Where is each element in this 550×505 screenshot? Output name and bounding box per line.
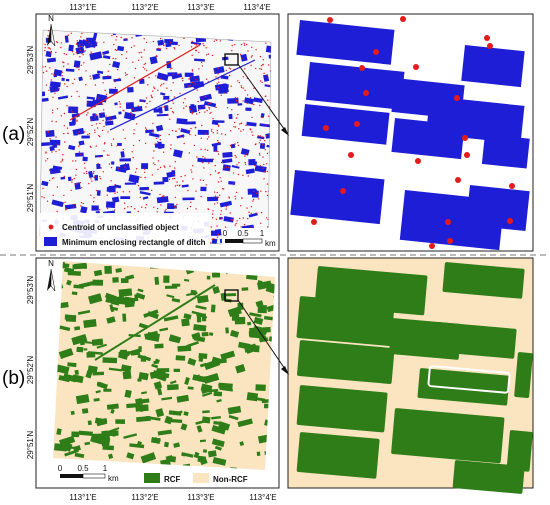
svg-text:1: 1: [260, 229, 265, 238]
rcf-legend-icon: [144, 473, 160, 483]
north-arrow-a-icon: N: [47, 14, 56, 47]
ditch-legend-icon: [44, 237, 57, 246]
coord-left-a-1: 29°53'N: [26, 46, 35, 75]
svg-text:0.5: 0.5: [237, 229, 249, 238]
panel-b: (b) 29°53'N 29°52'N 29°51'N 113°1'E 113°…: [2, 257, 534, 502]
coord-bottom-b-2: 113°2'E: [131, 493, 158, 502]
panel-b-label: (b): [2, 368, 25, 389]
coord-top-a-2: 113°2'E: [131, 3, 158, 12]
legend-non-rcf-label: Non-RCF: [213, 475, 248, 484]
detail-map-b: [287, 257, 534, 494]
coord-bottom-b-4: 113°4'E: [249, 493, 276, 502]
rcf-layer: [54, 261, 275, 470]
svg-text:N: N: [48, 259, 54, 268]
coord-top-a-1: 113°1'E: [69, 3, 96, 12]
legend-a: Centroid of unclassified object Minimum …: [40, 213, 210, 247]
arrow-head-b-icon: [281, 366, 289, 375]
svg-text:1: 1: [103, 464, 108, 473]
zoom-connector-a: [237, 63, 288, 134]
north-arrow-b-icon: N: [47, 259, 56, 292]
svg-text:km: km: [108, 474, 119, 483]
legend-centroid-label: Centroid of unclassified object: [62, 223, 179, 232]
coord-top-a-4: 113°4'E: [243, 3, 270, 12]
svg-text:0: 0: [58, 464, 63, 473]
scale-bar-b: 0 0.5 1 km: [58, 464, 119, 483]
coord-left-b-2: 29°52'N: [26, 356, 35, 385]
coord-left-a-3: 29°51'N: [26, 184, 35, 213]
overview-map-b: [53, 261, 275, 470]
svg-text:N: N: [48, 14, 54, 23]
legend-ditch-label: Minimum enclosing rectangle of ditch: [62, 238, 206, 247]
svg-text:km: km: [265, 239, 276, 248]
arrow-head-a-icon: [281, 127, 289, 136]
zoom-box-b: [224, 289, 239, 302]
panel-a: (a) 113°1'E 113°2'E 113°3'E 113°4'E 29°5…: [2, 3, 534, 252]
scale-bar-a: 0 0.5 1 km: [222, 228, 276, 248]
legend-b: RCF Non-RCF: [144, 473, 248, 484]
coord-top-a-3: 113°3'E: [187, 3, 214, 12]
coord-left-b-1: 29°53'N: [26, 276, 35, 305]
svg-text:0: 0: [223, 229, 228, 238]
zoom-box-a: [224, 53, 239, 66]
legend-rcf-label: RCF: [164, 475, 181, 484]
non-rcf-legend-icon: [193, 473, 209, 483]
coord-bottom-b-1: 113°1'E: [69, 493, 96, 502]
coord-left-b-3: 29°51'N: [26, 431, 35, 460]
zoom-connector-b: [237, 299, 288, 373]
svg-text:0.5: 0.5: [77, 464, 89, 473]
coord-bottom-b-3: 113°3'E: [187, 493, 214, 502]
panel-a-label: (a): [2, 124, 25, 145]
centroid-legend-icon: [48, 224, 54, 230]
coord-left-a-2: 29°52'N: [26, 118, 35, 147]
detail-map-a: [287, 13, 534, 252]
